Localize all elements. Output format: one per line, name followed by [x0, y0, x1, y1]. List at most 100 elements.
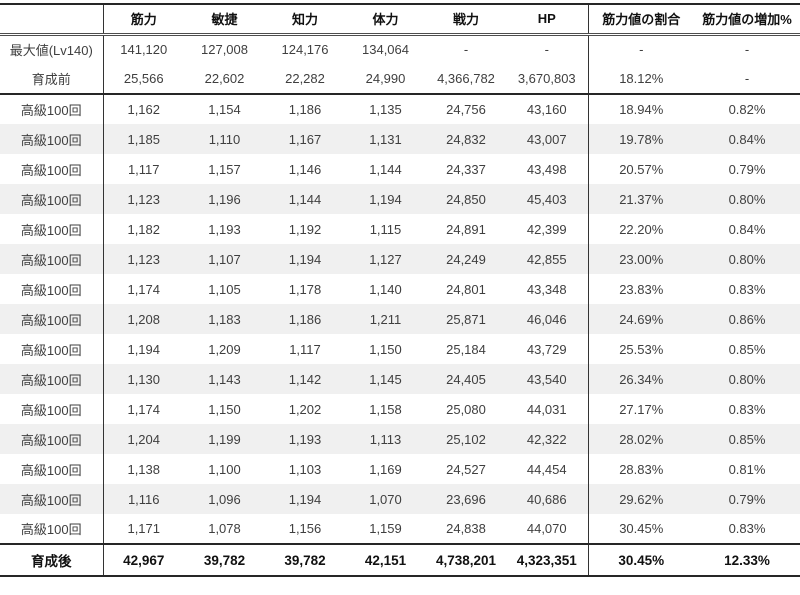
cell: 1,144: [265, 184, 345, 214]
table-row: 最大値(Lv140) 141,120 127,008 124,176 134,064- -…: [0, 34, 800, 64]
table-row: 高級100回 1,194 1,209 1,117 1,150 25,184 43,729 25…: [0, 334, 800, 364]
table-row: 高級100回 1,204 1,199 1,193 1,113 25,102 42,322 28…: [0, 424, 800, 454]
cell: 0.85%: [694, 424, 800, 454]
cell: 43,348: [506, 274, 589, 304]
table-row: 育成前 25,566 22,602 22,282 24,990 4,366,782 3,67…: [0, 64, 800, 95]
cell: 1,105: [184, 274, 265, 304]
row-label: 最大値(Lv140): [0, 34, 104, 64]
cell: 4,323,351: [506, 543, 589, 576]
cell: 1,169: [345, 454, 426, 484]
cell: 1,096: [184, 484, 265, 514]
cell: 43,729: [506, 334, 589, 364]
cell: 24,838: [426, 514, 506, 544]
cell: 40,686: [506, 484, 589, 514]
cell: 22,602: [184, 64, 265, 95]
cell: 1,192: [265, 214, 345, 244]
cell: 1,159: [345, 514, 426, 544]
cell: 28.83%: [588, 454, 694, 484]
cell: 1,185: [103, 124, 184, 154]
cell: 1,070: [345, 484, 426, 514]
cell: 23.00%: [588, 244, 694, 274]
cell: 24,756: [426, 94, 506, 124]
cell: 1,117: [265, 334, 345, 364]
row-label: 育成前: [0, 64, 104, 95]
table-row: 高級100回 1,171 1,078 1,156 1,159 24,838 44,070 30…: [0, 514, 800, 544]
column-header-blank: [0, 4, 104, 36]
table-row: 高級100回 1,117 1,157 1,146 1,144 24,337 43,498 20…: [0, 154, 800, 184]
row-label: 高級100回: [0, 454, 104, 484]
cell: 127,008: [184, 34, 265, 64]
cell: 25,080: [426, 394, 506, 424]
cell: 44,031: [506, 394, 589, 424]
row-label: 高級100回: [0, 244, 104, 274]
table-row: 高級100回 1,130 1,143 1,142 1,145 24,405 43,540 26…: [0, 364, 800, 394]
cell: 25,102: [426, 424, 506, 454]
cell: 1,162: [103, 94, 184, 124]
cell: 43,160: [506, 94, 589, 124]
cell: 22.20%: [588, 214, 694, 244]
row-label: 高級100回: [0, 514, 104, 544]
table-row: 高級100回 1,208 1,183 1,186 1,211 25,871 46,046 24…: [0, 304, 800, 334]
cell: 27.17%: [588, 394, 694, 424]
cell: 0.80%: [694, 364, 800, 394]
cell: 1,127: [345, 244, 426, 274]
cell: 22,282: [265, 64, 345, 95]
table-row: 高級100回 1,174 1,150 1,202 1,158 25,080 44,031 27…: [0, 394, 800, 424]
cell: 42,399: [506, 214, 589, 244]
cell: 1,115: [345, 214, 426, 244]
column-header-hp: HP: [506, 4, 589, 36]
cell: 39,782: [184, 543, 265, 576]
table-row: 高級100回 1,174 1,105 1,178 1,140 24,801 43,348 23…: [0, 274, 800, 304]
cell: 21.37%: [588, 184, 694, 214]
cell: -: [426, 34, 506, 64]
stats-table: 筋力 敏捷 知力 体力 戦力 HP 筋力値の割合 筋力値の増加% 最大値(Lv1…: [0, 3, 800, 577]
row-label: 高級100回: [0, 424, 104, 454]
cell: 19.78%: [588, 124, 694, 154]
cell: 42,967: [103, 543, 184, 576]
column-header-strength-ratio: 筋力値の割合: [588, 4, 694, 36]
cell: 24,249: [426, 244, 506, 274]
cell: 1,171: [103, 514, 184, 544]
cell: 25,871: [426, 304, 506, 334]
cell: 1,123: [103, 244, 184, 274]
cell: -: [694, 34, 800, 64]
cell: 1,208: [103, 304, 184, 334]
cell: 30.45%: [588, 543, 694, 576]
table-row: 高級100回 1,116 1,096 1,194 1,070 23,696 40,686 29…: [0, 484, 800, 514]
row-label: 高級100回: [0, 154, 104, 184]
table-row: 高級100回 1,123 1,196 1,144 1,194 24,850 45,403 21…: [0, 184, 800, 214]
cell: 18.12%: [588, 64, 694, 95]
cell: 25,184: [426, 334, 506, 364]
table-header: 筋力 敏捷 知力 体力 戦力 HP 筋力値の割合 筋力値の増加%: [0, 4, 800, 36]
cell: 4,366,782: [426, 64, 506, 95]
cell: -: [506, 34, 589, 64]
cell: 30.45%: [588, 514, 694, 544]
cell: 1,199: [184, 424, 265, 454]
cell: 1,186: [265, 94, 345, 124]
cell: 39,782: [265, 543, 345, 576]
cell: 0.83%: [694, 274, 800, 304]
cell: 124,176: [265, 34, 345, 64]
cell: 42,151: [345, 543, 426, 576]
cell: 1,131: [345, 124, 426, 154]
cell: 24,850: [426, 184, 506, 214]
cell: 24,527: [426, 454, 506, 484]
cell: 141,120: [103, 34, 184, 64]
cell: 24,405: [426, 364, 506, 394]
cell: 43,498: [506, 154, 589, 184]
cell: 1,144: [345, 154, 426, 184]
row-label: 高級100回: [0, 484, 104, 514]
cell: -: [588, 34, 694, 64]
row-label: 高級100回: [0, 394, 104, 424]
cell: 1,193: [184, 214, 265, 244]
row-label: 高級100回: [0, 124, 104, 154]
row-label: 高級100回: [0, 304, 104, 334]
row-label: 育成後: [0, 543, 104, 576]
cell: 1,078: [184, 514, 265, 544]
cell: 23,696: [426, 484, 506, 514]
cell: 24.69%: [588, 304, 694, 334]
cell: 1,186: [265, 304, 345, 334]
cell: 24,801: [426, 274, 506, 304]
cell: 1,178: [265, 274, 345, 304]
cell: 0.80%: [694, 244, 800, 274]
